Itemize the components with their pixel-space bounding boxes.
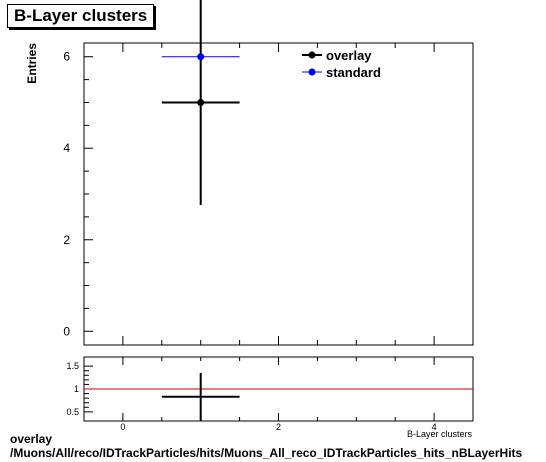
y-tick-label: 6 <box>63 50 70 64</box>
data-point-overlay <box>197 98 205 106</box>
y-tick-label: 4 <box>63 141 70 155</box>
ratio-y-tick-label: 1 <box>74 384 79 394</box>
x-axis-label: B-Layer clusters <box>407 429 473 439</box>
x-tick-label: 0 <box>120 422 125 432</box>
chart-title: B-Layer clusters <box>7 4 155 28</box>
ratio-y-tick-label: 0.5 <box>66 407 79 417</box>
y-tick-label: 2 <box>63 233 70 247</box>
ratio-y-tick-label: 1.5 <box>66 361 79 371</box>
main-plot-frame <box>83 42 474 346</box>
y-axis-label: Entries <box>25 43 39 84</box>
legend-marker-overlay <box>308 51 316 59</box>
legend-marker-standard <box>308 68 316 76</box>
y-tick-label: 0 <box>63 324 70 338</box>
legend-label-overlay: overlay <box>326 48 372 63</box>
x-tick-label: 2 <box>276 422 281 432</box>
x-tick-label: 4 <box>432 422 437 432</box>
footer-path: /Muons/All/reco/IDTrackParticles/hits/Mu… <box>10 446 523 460</box>
footer-label: overlay <box>10 432 53 446</box>
legend-label-standard: standard <box>326 65 381 80</box>
data-point-standard <box>197 53 205 61</box>
